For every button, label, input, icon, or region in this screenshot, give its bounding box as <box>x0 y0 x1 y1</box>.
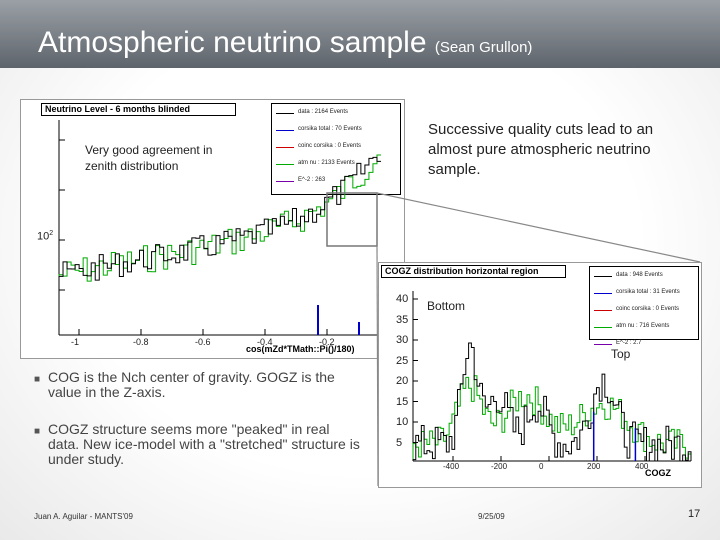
legend-swatch <box>276 113 294 114</box>
right-y-tick-label: 20 <box>396 375 409 387</box>
bullet-square-icon: ■ <box>34 426 41 437</box>
legend-entry: E^-2 : 2.7 <box>590 339 698 351</box>
right-y-tick-label: 40 <box>396 293 409 305</box>
left-x-tick-label: -0.6 <box>195 337 211 347</box>
right-x-tick-label: -400 <box>443 462 460 471</box>
legend-swatch <box>594 344 612 345</box>
legend-swatch <box>276 130 294 131</box>
legend-swatch <box>276 147 294 148</box>
left-x-tick-label: -0.4 <box>257 337 273 347</box>
subtitle-text: (Sean Grullon) <box>434 39 533 56</box>
right-x-tick-label: 400 <box>635 462 649 471</box>
legend-label: E^-2 : 2.7 <box>616 340 642 346</box>
left-plot: Neutrino Level - 6 months blinded data :… <box>20 99 405 359</box>
right-plot-legend: data : 948 Events corsika total : 31 Even… <box>589 266 699 346</box>
legend-entry: data : 948 Events <box>590 271 698 283</box>
top-label: Top <box>611 347 631 361</box>
legend-entry: corsika total : 70 Events <box>272 125 400 137</box>
right-y-tick-label: 5 <box>396 436 403 449</box>
left-x-tick-label: -0.8 <box>133 337 149 347</box>
right-y-tick-label: 30 <box>396 334 409 346</box>
legend-label: corsika total : 70 Events <box>298 126 362 132</box>
right-description: Successive quality cuts lead to an almos… <box>428 121 654 178</box>
right-x-tick-label: 0 <box>539 462 544 471</box>
right-data-series <box>412 342 692 462</box>
legend-swatch <box>594 327 612 328</box>
right-plot: COGZ distribution horizontal region data… <box>378 262 702 488</box>
legend-entry: atm nu : 2133 Events <box>272 159 400 171</box>
left-x-tick-label: -0.2 <box>319 337 335 347</box>
slide-title: Atmospheric neutrino sample (Sean Grullo… <box>38 26 532 60</box>
legend-swatch <box>594 310 612 311</box>
legend-label: atm nu : 2133 Events <box>298 160 355 166</box>
right-x-tick-label: 200 <box>587 462 601 471</box>
right-plot-heading: COGZ distribution horizontal region <box>381 265 566 278</box>
left-plot-canvas <box>58 120 390 336</box>
legend-entry: coinc corsika : 0 Events <box>272 142 400 154</box>
bottom-label: Bottom <box>427 299 466 313</box>
data-series <box>58 156 381 335</box>
right-x-tick-label: -200 <box>491 462 508 471</box>
legend-entry: atm nu : 716 Events <box>590 322 698 334</box>
legend-label: data : 948 Events <box>616 272 663 278</box>
footer-date: 9/25/09 <box>478 512 505 521</box>
bullet-square-icon: ■ <box>34 374 41 385</box>
legend-entry: coinc corsika : 0 Events <box>590 305 698 317</box>
right-y-tick-label: 35 <box>396 313 409 326</box>
legend-label: atm nu : 716 Events <box>616 323 670 329</box>
left-plot-annotation: Very good agreement in zenith distributi… <box>85 143 213 173</box>
left-x-tick-label: -1 <box>71 337 80 347</box>
legend-label: corsika total : 31 Events <box>616 289 680 295</box>
footer-author: Juan A. Aguilar - MANTS'09 <box>34 512 133 521</box>
legend-label: data : 2164 Events <box>298 109 349 115</box>
left-plot-xlabel: cos(mZd*TMath::Pi()/180) <box>246 344 355 354</box>
right-y-tick-label: 10 <box>396 416 409 428</box>
legend-entry: corsika total : 31 Events <box>590 288 698 300</box>
right-y-tick-label: 15 <box>396 395 409 408</box>
legend-swatch <box>594 276 612 277</box>
atm-nu-series <box>58 154 381 335</box>
legend-label: coinc corsika : 0 Events <box>616 306 680 312</box>
bullet-2: ■ COGZ structure seems more "peaked" in … <box>34 421 360 467</box>
legend-label: coinc corsika : 0 Events <box>298 143 362 149</box>
legend-label: E^-2 : 263 <box>298 177 326 183</box>
title-text: Atmospheric neutrino sample <box>38 26 427 59</box>
right-y-tick-label: 25 <box>396 354 409 367</box>
right-plot-xlabel: COGZ <box>645 468 671 478</box>
legend-swatch <box>276 164 294 165</box>
legend-entry: E^-2 : 263 <box>272 176 400 188</box>
page-number: 17 <box>688 508 701 520</box>
right-plot-canvas <box>412 291 692 462</box>
right-atm-nu-series <box>412 375 692 461</box>
slide-header <box>0 0 720 68</box>
bullet-1: ■ COG is the Nch center of gravity. GOGZ… <box>34 369 335 400</box>
legend-swatch <box>594 293 612 294</box>
left-plot-heading: Neutrino Level - 6 months blinded <box>41 103 236 116</box>
left-plot-legend: data : 2164 Events corsika total : 70 Eve… <box>271 103 401 195</box>
left-y-tick: 102 <box>37 230 54 243</box>
legend-entry: data : 2164 Events <box>272 108 400 120</box>
legend-swatch <box>276 181 294 182</box>
